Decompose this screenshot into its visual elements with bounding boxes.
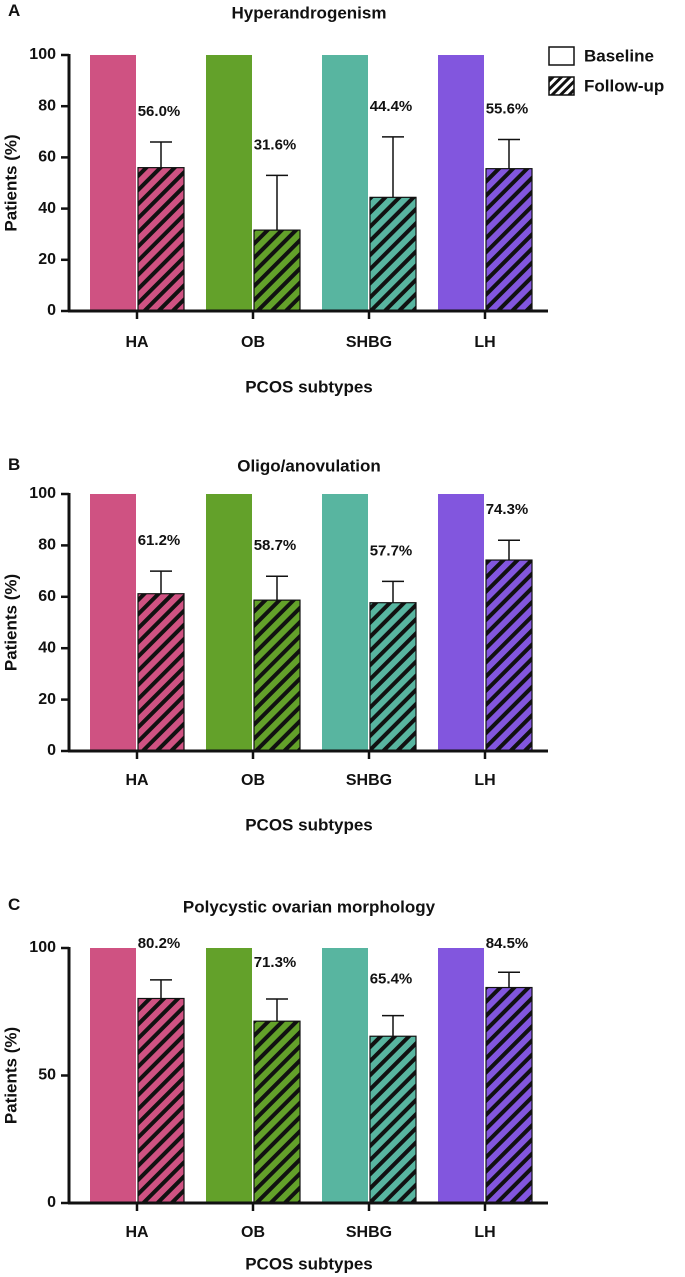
bar-baseline-ob [206,948,252,1203]
legend-swatch-followup [548,76,575,96]
y-axis-label: Patients (%) [1,134,20,231]
y-axis-label: Patients (%) [1,1027,20,1124]
bar-followup-shbg [369,1035,417,1204]
bar-followup-ha [137,997,185,1204]
bar-baseline-ha [90,494,136,751]
x-tick-label-ha: HA [125,772,149,789]
y-tick-label: 100 [29,939,56,956]
bar-baseline-ha [90,55,136,311]
y-tick-label: 80 [38,537,56,554]
x-tick-label-ob: OB [241,1224,265,1241]
data-label-ob: 58.7% [254,537,297,554]
x-tick-label-shbg: SHBG [346,334,392,351]
bar-followup-shbg [369,602,417,752]
chart-title: Oligo/anovulation [237,456,381,475]
y-tick-label: 100 [29,46,56,63]
legend-label-baseline: Baseline [584,46,654,65]
chart-title: Hyperandrogenism [232,3,387,22]
y-tick-label: 20 [38,691,56,708]
x-tick-label-ha: HA [125,1224,149,1241]
x-axis-label: PCOS subtypes [245,815,373,834]
y-tick-label: 40 [38,200,56,217]
y-tick-label: 20 [38,251,56,268]
legend: Baseline Follow-up [548,46,664,96]
x-tick-label-ha: HA [125,334,149,351]
bar-followup-ob [253,599,301,752]
y-tick-label: 0 [47,1194,56,1211]
bar-baseline-ha [90,948,136,1203]
data-label-ha: 80.2% [138,935,181,952]
data-label-lh: 74.3% [486,501,529,518]
data-label-ob: 71.3% [254,954,297,971]
bar-followup-lh [485,559,533,752]
panel-letter: A [8,1,20,20]
data-label-ha: 61.2% [138,532,181,549]
y-tick-label: 40 [38,639,56,656]
bar-followup-lh [485,168,533,312]
bar-baseline-shbg [322,948,368,1203]
bar-followup-ob [253,229,301,312]
bar-followup-ob [253,1020,301,1204]
bar-followup-shbg [369,196,417,312]
y-tick-label: 50 [38,1067,56,1084]
data-label-lh: 55.6% [486,100,529,117]
data-label-shbg: 65.4% [370,971,413,988]
x-axis-label: PCOS subtypes [245,377,373,396]
y-tick-label: 100 [29,485,56,502]
x-tick-label-lh: LH [474,334,495,351]
y-tick-label: 0 [47,742,56,759]
data-label-lh: 84.5% [486,935,529,952]
bar-followup-ha [137,167,185,312]
y-tick-label: 0 [47,302,56,319]
bar-baseline-lh [438,494,484,751]
bar-followup-lh [485,986,533,1204]
bar-baseline-ob [206,55,252,311]
y-tick-label: 60 [38,588,56,605]
y-tick-label: 60 [38,149,56,166]
bar-baseline-shbg [322,494,368,751]
legend-label-followup: Follow-up [584,76,664,95]
data-label-ob: 31.6% [254,136,297,153]
chart-panel-c: C Polycystic ovarian morphology 80.2% HA 71.… [1,895,548,1273]
x-tick-label-ob: OB [241,772,265,789]
bar-baseline-ob [206,494,252,751]
panel-letter: B [8,455,20,474]
chart-title: Polycystic ovarian morphology [183,897,436,916]
bar-baseline-lh [438,55,484,311]
data-label-ha: 56.0% [138,103,181,120]
data-label-shbg: 44.4% [370,98,413,115]
x-tick-label-shbg: SHBG [346,1224,392,1241]
bar-followup-ha [137,593,185,752]
x-tick-label-lh: LH [474,1224,495,1241]
x-tick-label-lh: LH [474,772,495,789]
x-tick-label-shbg: SHBG [346,772,392,789]
y-axis-label: Patients (%) [1,574,20,671]
chart-panel-a: A Hyperandrogenism 56.0% HA 31.6% OB 44.4% SHBG… [1,1,664,396]
x-tick-label-ob: OB [241,334,265,351]
y-tick-label: 80 [38,97,56,114]
bar-baseline-lh [438,948,484,1203]
panel-letter: C [8,895,20,914]
bar-baseline-shbg [322,55,368,311]
legend-swatch-baseline [548,46,575,66]
data-label-shbg: 57.7% [370,542,413,559]
x-axis-label: PCOS subtypes [245,1254,373,1273]
chart-panel-b: B Oligo/anovulation 61.2% HA 58.7% OB 57.7% SHB… [1,455,548,834]
